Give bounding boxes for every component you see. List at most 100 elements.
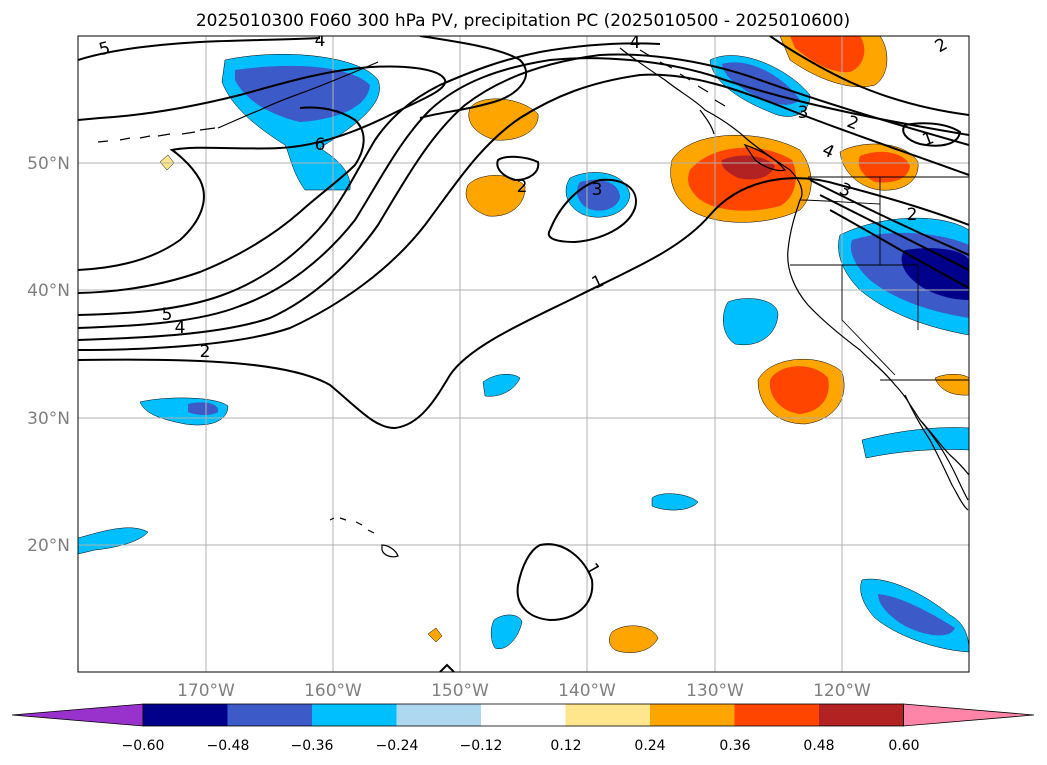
map-title: 2025010300 F060 300 hPa PV, precipitatio… [196, 11, 850, 31]
contour-pv-4 [78, 57, 969, 329]
colorbar-tick: −0.60 [122, 738, 165, 754]
contour-pv-north-bc [769, 36, 969, 116]
colorbar-extend-min [11, 703, 144, 727]
state-borders [790, 176, 969, 381]
lat-label: 30°N [27, 409, 70, 429]
contour-pv-bottom [439, 663, 455, 672]
contour-label: 3 [592, 180, 603, 200]
pos-anomaly-32n-125w-core [769, 366, 829, 414]
colorbar-box [650, 704, 735, 726]
contour-label: 3 [798, 103, 809, 123]
vancouver-island [743, 143, 787, 172]
neg-anomaly-145w [482, 374, 521, 397]
colorbar-tick: 0.36 [719, 738, 750, 754]
contour-pv-1-northeast [902, 122, 962, 147]
colorbar-tick: −0.12 [460, 738, 503, 754]
contour-pv-5 [78, 42, 661, 316]
colorbar-box [396, 704, 482, 726]
neg-anomaly-socal [861, 427, 969, 459]
pos-anomaly-150w-55n [468, 98, 539, 141]
colorbar-tick: 0.24 [634, 738, 665, 754]
neg-anomaly-24n-135w [651, 493, 699, 511]
colorbar-tick: −0.36 [291, 738, 334, 754]
contour-label: 4 [630, 33, 641, 53]
lat-label: 20°N [27, 536, 70, 556]
neg-anomaly-140w-core [576, 179, 620, 211]
contour-label: 2 [517, 177, 528, 197]
contour-label: 4 [175, 318, 186, 338]
contour-pv-5-west [78, 106, 365, 294]
contour-pv-2 [78, 73, 969, 351]
lat-label: 50°N [27, 154, 70, 174]
contour-pv-west-us-3 [829, 209, 969, 289]
contour-pv-2-closed [496, 155, 540, 182]
contour-pv-west-us [809, 179, 969, 256]
north-american-coastline [619, 47, 969, 501]
aleutian-islands [97, 127, 216, 143]
contour-pv-west-us-2 [819, 194, 969, 271]
colorbar-box [481, 704, 566, 726]
neg-anomaly-147w [490, 614, 523, 650]
colorbar-box [734, 704, 820, 726]
colorbar: −0.60 −0.48 −0.36 −0.24 −0.12 0.12 0.24 … [11, 703, 1035, 754]
colorbar-box [143, 704, 228, 726]
colorbar-extend-max [903, 703, 1035, 727]
colorbar-box [565, 704, 651, 726]
contour-pv-1-main [78, 177, 969, 430]
contour-label: 4 [315, 31, 326, 51]
lon-label: 130°W [686, 681, 744, 701]
contour-pv-6 [78, 65, 447, 271]
pos-anomaly-pnw-deep [721, 155, 775, 180]
colorbar-ticks: −0.60 −0.48 −0.36 −0.24 −0.12 0.12 0.24 … [122, 738, 920, 754]
gridlines [78, 36, 969, 672]
contour-label: 6 [315, 135, 326, 155]
lon-label: 150°W [431, 681, 489, 701]
map-frame [77, 35, 970, 673]
coastlines [97, 47, 969, 558]
contour-label: 2 [907, 205, 918, 225]
colorbar-tick: 0.48 [803, 738, 834, 754]
neg-anomaly-baja-south-core [878, 594, 955, 636]
contour-pv-north-central [419, 36, 527, 119]
pos-anomaly-small-150w [427, 627, 443, 643]
map-area: 5 4 6 4 2 2 3 1 5 4 2 2 1 4 3 3 2 1 [78, 31, 969, 672]
haida-gwaii [699, 109, 715, 135]
lon-label: 170°W [177, 681, 235, 701]
baja-california [904, 394, 969, 511]
lon-label: 160°W [304, 681, 362, 701]
alaska-peninsula [217, 61, 379, 129]
contour-pv-upper-left [78, 37, 321, 61]
contour-label: 5 [97, 38, 113, 60]
colorbar-box [819, 704, 904, 726]
pos-anomaly-arizona [934, 374, 969, 396]
colorbar-outline [142, 703, 904, 727]
contour-pv-3-closed [547, 178, 637, 244]
pos-anomaly-146w-48n [465, 175, 526, 217]
colorbar-box [312, 704, 397, 726]
colorbar-tick: 0.60 [888, 738, 919, 754]
neg-anomaly-35n [723, 298, 779, 346]
colorbar-box [227, 704, 313, 726]
contour-pv-3 [78, 53, 969, 341]
colorbar-tick: −0.24 [376, 738, 419, 754]
lon-label: 140°W [558, 681, 616, 701]
pos-anomaly-138w-12n [609, 625, 659, 653]
pv-contours [78, 36, 969, 672]
california-nevada-border [841, 265, 896, 376]
colorbar-tick: 0.12 [550, 738, 581, 754]
lat-label: 40°N [27, 281, 70, 301]
contour-pv-1-closed-south [516, 543, 594, 622]
gulf-of-california [919, 419, 969, 476]
neg-anomaly-30n-170w-core [188, 402, 219, 415]
contour-label: 2 [200, 342, 211, 362]
neg-anomaly-20n-180 [78, 527, 149, 555]
hawaiian-islands [329, 517, 399, 558]
pos-anomaly-northern-bc-core [790, 36, 865, 73]
pos-anomaly-idaho-core [858, 151, 910, 183]
colorbar-tick: −0.48 [207, 738, 250, 754]
contour-label: 5 [162, 305, 173, 325]
longitude-labels: 170°W 160°W 150°W 140°W 130°W 120°W [177, 681, 871, 701]
latitude-labels: 50°N 40°N 30°N 20°N [27, 154, 70, 556]
lon-label: 120°W [813, 681, 871, 701]
